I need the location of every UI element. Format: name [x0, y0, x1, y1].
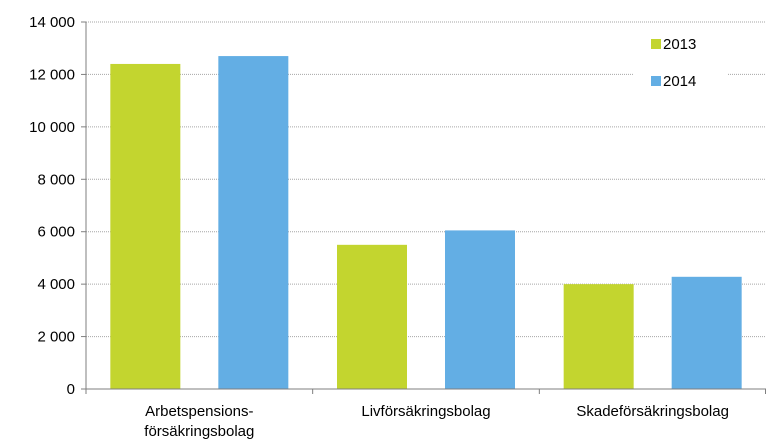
legend-box [633, 25, 728, 107]
category-label: Arbetspensions- [145, 403, 253, 420]
category-label: Livförsäkringsbolag [361, 403, 490, 420]
category-label: försäkringsbolag [144, 423, 254, 440]
bar-2014-0 [218, 56, 289, 389]
y-tick-label: 0 [67, 381, 75, 398]
bar-2014-1 [445, 230, 515, 389]
legend-label-2014: 2014 [663, 73, 696, 90]
legend-swatch-2013 [651, 39, 661, 49]
x-axis-categories: Arbetspensions-försäkringsbolag Livförsäk… [144, 403, 729, 440]
y-tick-label: 14 000 [29, 14, 75, 31]
category-label: Skadeförsäkringsbolag [576, 403, 729, 420]
y-tick-label: 8 000 [37, 171, 75, 188]
legend: 2013 2014 [633, 25, 728, 107]
bar-2013-0 [110, 63, 181, 389]
y-tick-label: 2 000 [37, 329, 75, 346]
y-axis-ticks: 0 2 000 4 000 6 000 8 000 10 000 12 000 14 000 [29, 14, 75, 398]
y-tick-label: 10 000 [29, 119, 75, 136]
legend-label-2013: 2013 [663, 36, 696, 53]
axes [81, 21, 766, 394]
bar-2013-2 [563, 284, 634, 389]
bars [110, 56, 742, 389]
y-tick-label: 4 000 [37, 276, 75, 293]
y-tick-label: 12 000 [29, 66, 75, 83]
legend-swatch-2014 [651, 76, 661, 86]
bar-2013-1 [337, 244, 407, 389]
y-tick-label: 6 000 [37, 224, 75, 241]
bar-2014-2 [671, 276, 742, 389]
